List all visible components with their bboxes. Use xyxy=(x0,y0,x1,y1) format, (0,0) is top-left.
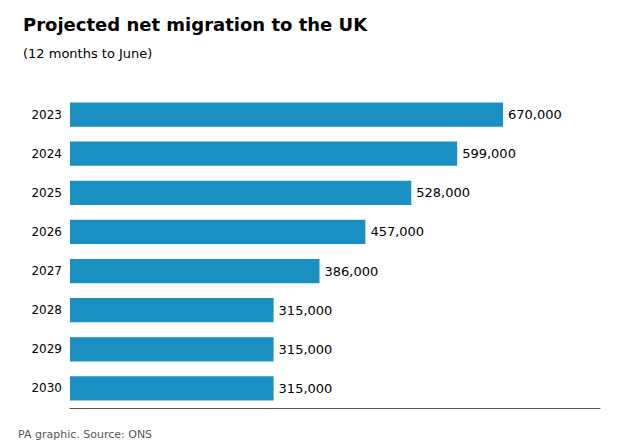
svg-text:315,000: 315,000 xyxy=(279,381,333,396)
svg-text:315,000: 315,000 xyxy=(279,342,333,357)
svg-text:599,000: 599,000 xyxy=(462,146,516,161)
svg-text:2028: 2028 xyxy=(31,303,62,317)
svg-text:2023: 2023 xyxy=(31,108,62,122)
svg-text:528,000: 528,000 xyxy=(416,185,470,200)
svg-text:2025: 2025 xyxy=(31,186,62,200)
svg-text:670,000: 670,000 xyxy=(508,107,562,122)
svg-text:315,000: 315,000 xyxy=(279,303,333,318)
svg-text:Projected net migration to the: Projected net migration to the UK xyxy=(23,14,368,35)
svg-text:(12 months to June): (12 months to June) xyxy=(23,46,152,61)
svg-text:PA graphic. Source: ONS: PA graphic. Source: ONS xyxy=(18,428,152,441)
svg-text:2030: 2030 xyxy=(31,381,62,395)
svg-text:2027: 2027 xyxy=(31,264,62,278)
svg-text:457,000: 457,000 xyxy=(370,224,424,239)
svg-text:386,000: 386,000 xyxy=(324,264,378,279)
svg-text:2029: 2029 xyxy=(31,342,62,356)
svg-text:2026: 2026 xyxy=(31,225,62,239)
svg-text:2024: 2024 xyxy=(31,147,62,161)
